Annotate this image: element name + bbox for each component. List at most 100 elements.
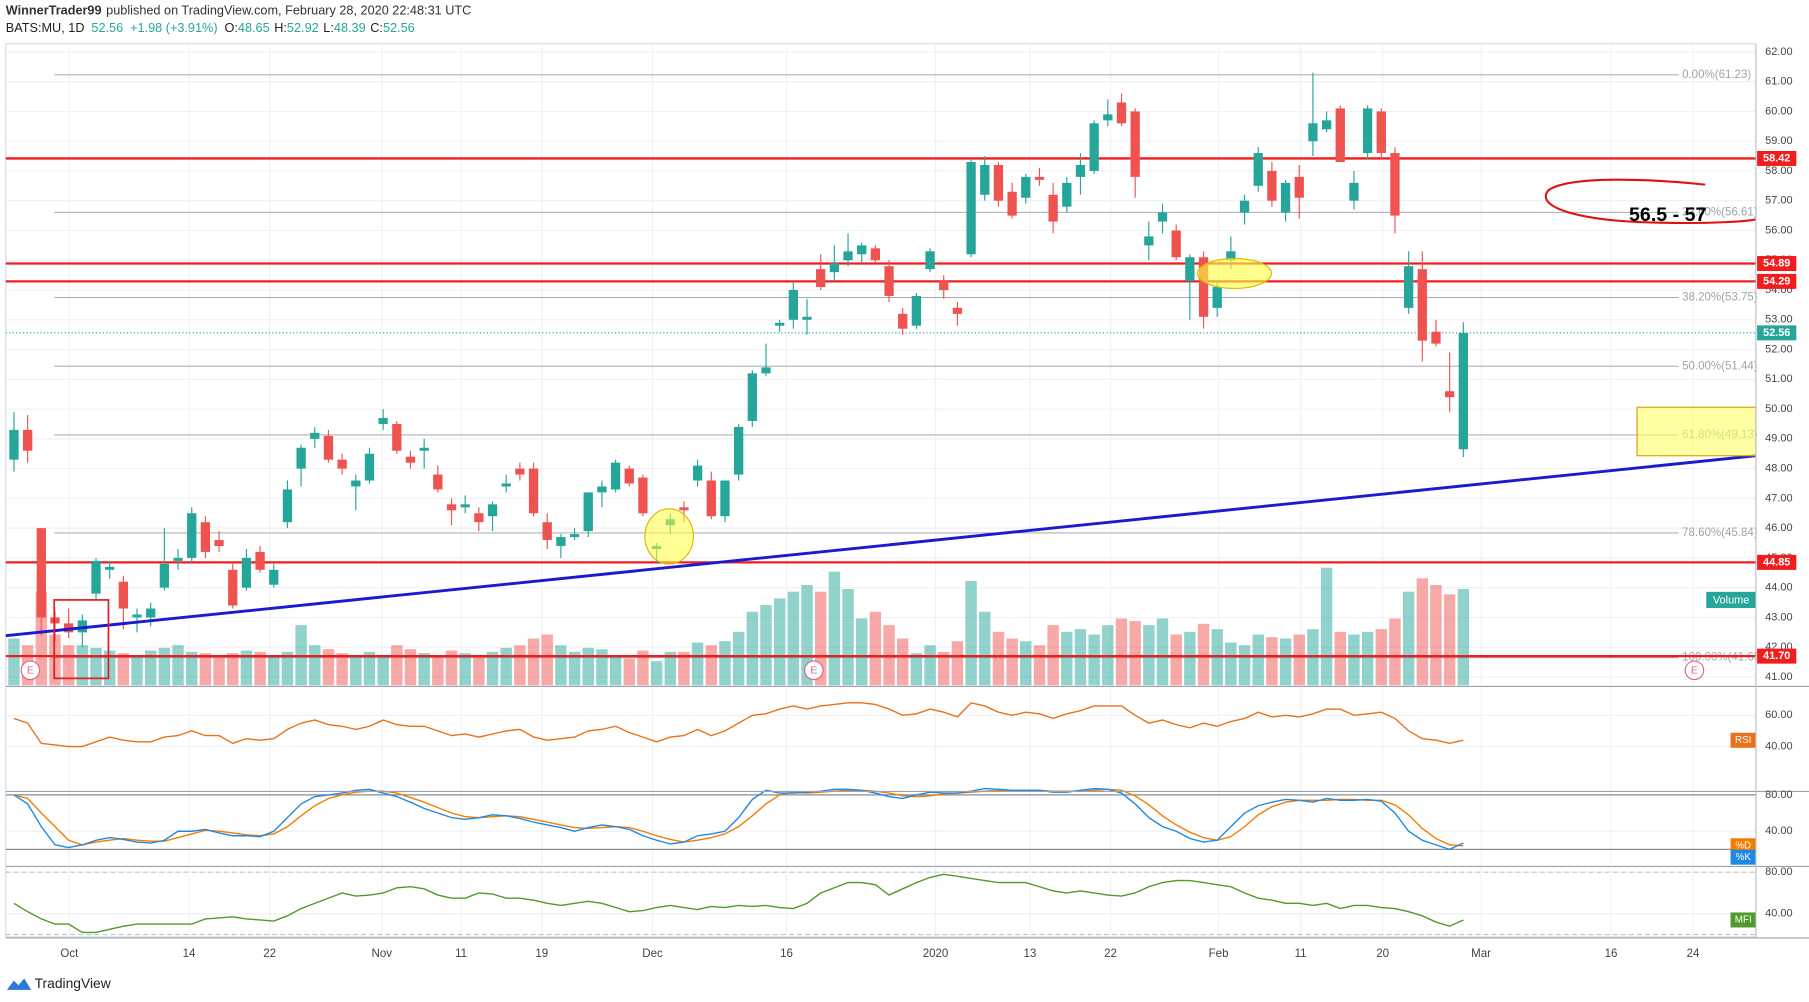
volume-bar — [172, 645, 184, 686]
candle-body — [1075, 164, 1086, 177]
candle-body — [1212, 287, 1222, 308]
volume-bar — [992, 631, 1005, 686]
volume-bar — [637, 650, 649, 686]
volume-bar — [664, 651, 676, 686]
volume-bar — [760, 605, 772, 686]
volume-bar — [199, 653, 212, 686]
candle-body — [706, 480, 716, 517]
volume-bar — [773, 598, 786, 686]
y-tick-label: 57.00 — [1765, 195, 1792, 207]
volume-bar — [650, 661, 663, 686]
candle-body — [1280, 182, 1291, 213]
volume-bar — [514, 645, 526, 686]
y-tick-label: 60.00 — [1765, 709, 1792, 721]
candle-body — [36, 528, 46, 618]
candle-body — [624, 468, 634, 484]
volume-bar — [691, 642, 704, 686]
candle-body — [692, 465, 703, 481]
volume-bar — [322, 649, 335, 686]
volume-bar — [186, 651, 198, 686]
candle-body — [255, 551, 265, 570]
volume-bar — [432, 655, 444, 686]
candle-body — [761, 367, 771, 374]
target-zone — [1636, 406, 1757, 457]
candle-body — [337, 459, 347, 469]
candle-body — [1362, 108, 1373, 154]
level-label: 58.42 — [1763, 152, 1790, 164]
y-tick-label: 62.00 — [1765, 46, 1792, 58]
y-tick-label: 43.00 — [1765, 611, 1792, 623]
indicator-line — [13, 787, 1464, 851]
volume-bar — [1334, 631, 1346, 686]
indicator-tag — [1730, 732, 1756, 748]
volume-bar — [1430, 585, 1442, 686]
volume-bar — [1170, 634, 1182, 686]
candle-body — [77, 620, 87, 633]
y-tick-label: 60.00 — [1765, 105, 1792, 117]
volume-bar — [268, 655, 280, 686]
y-tick-label: 40.00 — [1765, 740, 1792, 752]
volume-bar — [719, 641, 731, 686]
candle-body — [542, 522, 552, 541]
candle-body — [1198, 257, 1209, 317]
candle-body — [323, 435, 334, 460]
candle-body — [474, 513, 484, 523]
candle-body — [173, 557, 183, 561]
candle-body — [583, 492, 593, 532]
volume-bar — [1088, 634, 1100, 686]
volume-bar — [1197, 623, 1210, 686]
volume-bar — [473, 655, 485, 686]
level-label: 54.29 — [1763, 275, 1790, 287]
volume-bar — [1061, 631, 1073, 686]
ohlc-value: 52.92 — [287, 21, 319, 35]
earnings-marker — [20, 660, 41, 681]
candle-body — [1130, 111, 1140, 177]
candle-body — [1335, 108, 1345, 163]
volume-bar — [1020, 641, 1032, 686]
candle-body — [802, 316, 812, 320]
volume-bar — [144, 650, 157, 686]
volume-bar — [623, 658, 635, 686]
candle-body — [993, 164, 1004, 201]
candle-body — [788, 290, 798, 320]
candle-body — [1376, 111, 1386, 154]
ohlc-value: 48.65 — [238, 21, 270, 35]
volume-bar — [1348, 634, 1360, 686]
earnings-label: E — [27, 666, 34, 677]
x-tick-label: 2020 — [923, 948, 949, 960]
y-tick-label: 41.00 — [1765, 671, 1792, 683]
candle-body — [870, 248, 881, 261]
highlight-ellipse — [1196, 257, 1272, 290]
candle-body — [966, 162, 976, 255]
volume-bar — [35, 591, 48, 686]
indicator-label: RSI — [1735, 735, 1751, 746]
volume-bar — [1320, 567, 1333, 686]
candle-body — [857, 245, 867, 255]
candle-body — [1007, 191, 1017, 216]
candle-body — [419, 447, 429, 451]
volume-bar — [678, 651, 690, 686]
volume-bar — [910, 653, 923, 686]
x-tick-label: Mar — [1471, 948, 1491, 960]
volume-bar — [377, 655, 389, 686]
level-label: 41.70 — [1763, 650, 1790, 662]
ohlc-key: C: — [370, 21, 383, 35]
volume-bar — [979, 611, 991, 686]
candle-body — [816, 269, 826, 288]
candle-body — [980, 164, 990, 195]
volume-bar — [828, 571, 841, 686]
earnings-label: E — [1691, 666, 1698, 677]
candle-body — [556, 537, 566, 546]
candle-body — [939, 281, 949, 291]
candle-body — [1103, 114, 1113, 121]
volume-bar — [527, 638, 540, 686]
highlight-rect — [53, 599, 110, 680]
candle-body — [925, 251, 935, 270]
volume-bar — [131, 655, 143, 686]
x-tick-label: Dec — [642, 948, 663, 960]
candle-body — [1321, 120, 1332, 130]
candle-body — [228, 569, 238, 606]
candle-body — [1417, 269, 1427, 341]
